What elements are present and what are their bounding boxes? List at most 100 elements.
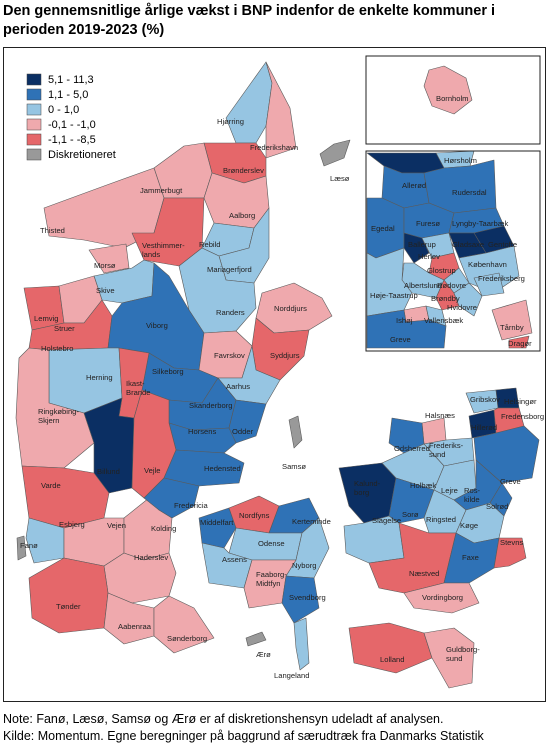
label-herning: Herning (86, 373, 113, 382)
municipality-labels: Hjørring Frederikshavn Læsø Brønderslev … (20, 94, 544, 680)
source-text: Kilde: Momentum. Egne beregninger på bag… (3, 729, 484, 743)
label-odsherred: Odsherred (394, 444, 430, 453)
label-fano: Fanø (20, 541, 38, 550)
label-thisted: Thisted (40, 226, 65, 235)
label-aero: Ærø (256, 650, 271, 659)
label-morso: Morsø (94, 261, 116, 270)
region-hvidovre (453, 282, 483, 317)
label-roskilde: Ros-kilde (464, 486, 481, 504)
legend-label-3: -0,1 - -1,0 (48, 119, 96, 131)
label-ringkobing: Ringkøbing-Skjern (38, 407, 79, 425)
label-fureso: Furesø (416, 219, 440, 228)
region-stevns (493, 537, 527, 569)
region-tarnby (491, 299, 533, 341)
label-herlev: Herlev (418, 252, 440, 261)
label-hoje: Høje-Taastrup (370, 291, 418, 300)
label-rebild: Rebild (199, 240, 221, 249)
label-vordingborg: Vordingborg (422, 593, 463, 602)
map-notes: Note: Fanø, Læsø, Samsø og Ærø er af dis… (3, 711, 484, 745)
copenhagen-inset-frame (365, 150, 541, 352)
label-tarnby: Tårnby (500, 323, 524, 332)
label-gribskov: Gribskov (470, 395, 500, 404)
label-brondby: Brøndby (431, 294, 460, 303)
label-nyborg: Nyborg (292, 561, 316, 570)
label-nordfyns: Nordfyns (239, 511, 270, 520)
label-slagelse: Slagelse (372, 516, 401, 525)
label-lemvig: Lemvig (34, 314, 58, 323)
label-ishoj: Ishøj (396, 316, 413, 325)
legend-item-2: 0 - 1,0 (26, 103, 79, 116)
label-bronderslev: Brønderslev (223, 166, 264, 175)
label-hjorring: Hjørring (217, 117, 244, 126)
label-sonderborg: Sønderborg (167, 634, 207, 643)
label-naestved: Næstved (409, 569, 439, 578)
label-dragor: Dragør (508, 339, 532, 348)
region-sonderborg (153, 595, 215, 654)
label-assens: Assens (222, 555, 247, 564)
region-odder (228, 399, 267, 444)
label-aarhus: Aarhus (226, 382, 250, 391)
region-samso (288, 415, 303, 449)
legend-item-1: 1,1 - 5,0 (26, 88, 88, 101)
label-soro: Sorø (402, 510, 419, 519)
region-fredericia (143, 477, 200, 519)
legend-label-2: 0 - 1,0 (48, 104, 79, 116)
region-langeland (293, 617, 310, 671)
region-bornholm (423, 65, 473, 115)
label-koge: Køge (460, 521, 478, 530)
legend-item-3: -0,1 - -1,0 (26, 118, 96, 131)
region-fano (16, 535, 27, 561)
label-rudersdal: Rudersdal (452, 188, 487, 197)
label-egedal: Egedal (371, 224, 395, 233)
label-jammerbugt: Jammerbugt (140, 186, 183, 195)
label-faxe: Faxe (462, 553, 479, 562)
label-struer: Struer (54, 324, 75, 333)
denmark-map: 5,1 - 11,3 1,1 - 5,0 0 - 1,0 -0,1 - -1,0… (15, 55, 544, 689)
label-langeland: Langeland (274, 671, 309, 680)
label-greve: Greve (390, 335, 411, 344)
label-fredensborg-s: Fredensborg (501, 412, 544, 421)
label-tonder: Tønder (56, 602, 81, 611)
label-vallensbaek: Vallensbæk (424, 316, 463, 325)
legend-label-1: 1,1 - 5,0 (48, 89, 88, 101)
label-silkeborg: Silkeborg (152, 367, 184, 376)
label-hvidovre: Hvidovre (447, 303, 477, 312)
region-ballerup (403, 232, 430, 264)
label-varde: Varde (41, 481, 61, 490)
label-solrod: Solrød (486, 502, 508, 511)
label-rodovre: Rødovre (437, 281, 466, 290)
region-varde (21, 465, 110, 529)
label-kolding: Kolding (151, 524, 176, 533)
region-middelfart (198, 507, 237, 549)
label-vejen: Vejen (107, 521, 126, 530)
label-lejre: Lejre (441, 486, 458, 495)
label-kobenhavn: København (468, 260, 507, 269)
region-tonder (28, 557, 109, 634)
map-title: Den gennemsnitlige årlige vækst i BNP in… (3, 3, 496, 38)
label-holbaek: Holbæk (410, 481, 436, 490)
label-kerteminde: Kerteminde (292, 517, 331, 526)
label-esbjerg: Esbjerg (59, 520, 85, 529)
note-text: Note: Fanø, Læsø, Samsø og Ærø er af dis… (3, 712, 444, 726)
label-ringsted: Ringsted (426, 515, 456, 524)
region-dragor (508, 335, 530, 349)
label-albertslund: Albertslund (404, 281, 442, 290)
region-vordingborg (403, 582, 480, 614)
bornholm-inset-frame (365, 55, 541, 145)
label-horsens: Horsens (188, 427, 216, 436)
label-syddjurs: Syddjurs (270, 351, 300, 360)
label-odense: Odense (258, 539, 285, 548)
label-favrskov: Favrskov (214, 351, 245, 360)
legend-item-4: -1,1 - -8,5 (26, 133, 96, 146)
label-allerod: Allerød (402, 181, 426, 190)
label-mariagerfjord: Mariagerfjord (207, 265, 252, 274)
region-helsingor-inset (366, 152, 445, 174)
label-fredericia: Fredericia (174, 501, 209, 510)
label-gladsaxe: Gladsaxe (452, 240, 484, 249)
legend: 5,1 - 11,3 1,1 - 5,0 0 - 1,0 -0,1 - -1,0… (26, 73, 116, 161)
region-lolland (348, 622, 433, 674)
label-skive: Skive (96, 286, 115, 295)
label-haderslev: Haderslev (134, 553, 168, 562)
label-aalborg: Aalborg (229, 211, 255, 220)
label-ballerup: Ballerup (408, 240, 436, 249)
